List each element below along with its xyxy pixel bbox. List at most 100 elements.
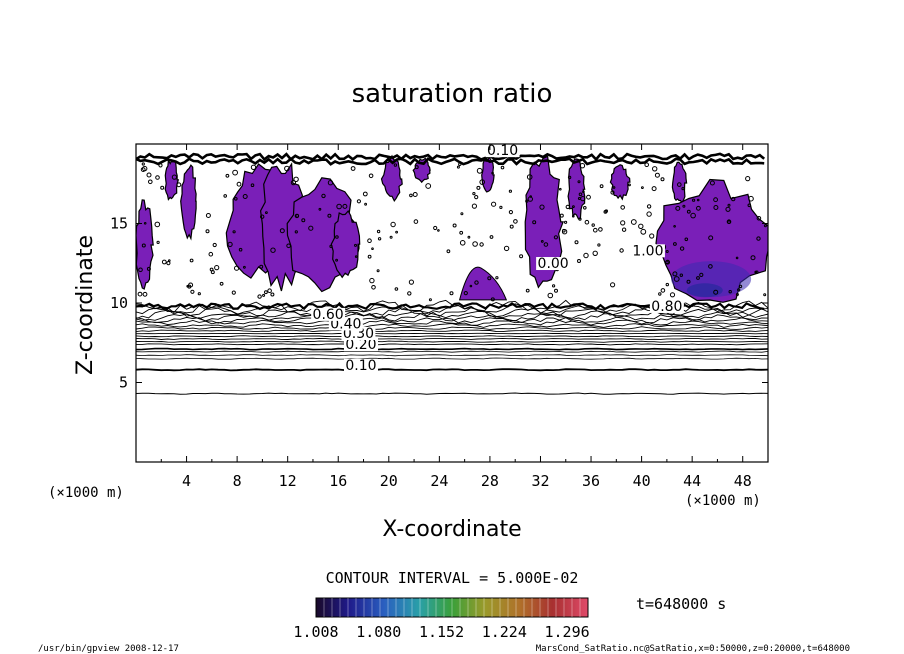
contour-speckle — [673, 242, 677, 246]
contour-speckle — [393, 163, 398, 167]
contour-speckle — [675, 205, 681, 211]
contour-speckle — [665, 282, 669, 287]
contour-speckle — [665, 259, 670, 265]
contour-speckle — [491, 171, 494, 175]
contour-speckle — [487, 276, 492, 281]
contour-speckle — [580, 196, 586, 202]
chart-title: saturation ratio — [352, 79, 553, 109]
contour-speckle — [584, 219, 590, 225]
contour-speckle — [335, 235, 339, 239]
contour-speckle — [713, 197, 718, 203]
contour-speckle — [574, 240, 579, 245]
contour-speckle — [476, 167, 483, 174]
contour-line — [136, 335, 768, 338]
cloud-region — [412, 157, 431, 184]
y-tick-label: 5 — [119, 374, 128, 392]
contour-speckle — [371, 285, 376, 290]
x-tick-label: 28 — [481, 472, 499, 490]
contour-speckle — [270, 292, 275, 297]
contour-speckle — [597, 243, 601, 247]
contour-speckle — [160, 185, 165, 190]
footer-right: MarsCond_SatRatio.nc@SatRatio,x=0:50000,… — [536, 644, 850, 654]
contour-speckle — [547, 292, 554, 299]
contour-speckle — [620, 205, 626, 210]
contour-speckle — [336, 203, 342, 210]
contour-speckle — [525, 288, 530, 293]
contour-speckle — [138, 267, 143, 273]
contour-speckle — [578, 192, 583, 197]
contour-speckle — [209, 267, 214, 272]
contour-speckle — [471, 203, 477, 209]
contour-speckle — [342, 203, 348, 209]
contour-speckle — [389, 235, 393, 239]
x-tick-label: 4 — [182, 472, 191, 490]
contour-speckle — [728, 290, 732, 294]
contour-speckle — [474, 280, 479, 285]
contour-speckle — [750, 255, 756, 261]
contour-speckle — [414, 165, 419, 170]
colorbar-tick-labels: 1.008 1.080 1.152 1.224 1.296 — [293, 623, 589, 641]
contour-speckle — [539, 204, 545, 210]
contour-speckle — [284, 165, 290, 172]
contour-speckle — [500, 165, 505, 170]
contour-speckle — [225, 173, 230, 178]
contour-band — [136, 152, 766, 162]
x-unit-label: (×1000 m) — [685, 493, 761, 509]
contour-label: 0.60 — [313, 307, 344, 323]
contour-speckle — [376, 269, 380, 273]
contour-speckle — [748, 195, 754, 202]
contour-speckle — [155, 175, 160, 180]
contour-speckle — [270, 247, 276, 253]
contour-speckle — [745, 176, 751, 182]
contour-speckle — [603, 210, 608, 214]
contour-speckle — [394, 287, 399, 291]
contour-label-bg — [485, 144, 520, 158]
contour-speckle — [294, 230, 298, 234]
contour-speckle — [731, 196, 736, 202]
contour-speckle — [669, 292, 676, 298]
colorbar-tick-label: 1.008 — [293, 623, 338, 641]
contour-speckle — [259, 264, 264, 269]
contour-speckle — [367, 238, 372, 243]
contour-speckle — [628, 183, 631, 187]
contour-speckle — [433, 225, 438, 231]
contour-line — [136, 350, 768, 353]
contour-speckle — [727, 203, 731, 207]
cloud-region — [330, 209, 361, 279]
plot-content: 0.100.200.300.400.600.101.000.000.80 — [136, 144, 768, 395]
contour-speckle — [408, 279, 414, 285]
contour-speckle — [232, 169, 239, 176]
contour-speckle — [583, 252, 589, 259]
contour-speckle — [231, 290, 236, 295]
contour-speckle — [593, 227, 598, 233]
contour-speckle — [286, 243, 291, 249]
contour-speckle — [446, 249, 451, 254]
contour-speckle — [327, 180, 334, 186]
contour-speckle — [599, 184, 604, 189]
cloud-region — [380, 154, 403, 203]
contour-speckle — [364, 202, 368, 206]
x-tick-label: 40 — [633, 472, 651, 490]
contour-speckle — [489, 235, 494, 239]
contour-speckle — [591, 223, 595, 227]
contour-speckle — [474, 195, 479, 200]
contour-speckle — [673, 276, 680, 282]
contour-speckle — [142, 291, 148, 297]
contour-speckle — [456, 165, 460, 169]
contour-speckle — [141, 243, 146, 248]
contour-speckle — [367, 254, 372, 259]
contour-label-bg — [536, 257, 571, 271]
x-tick-label: 16 — [329, 472, 347, 490]
contour-speckle — [452, 223, 457, 228]
contour-speckle — [738, 284, 743, 289]
contour-speckle — [646, 211, 652, 217]
contour-speckle — [327, 213, 332, 218]
contour-speckle — [660, 177, 665, 182]
x-tick-label: 24 — [430, 472, 448, 490]
contour-speckle — [660, 288, 666, 293]
contour-speckle — [621, 227, 627, 232]
contour-label: 0.10 — [345, 358, 376, 374]
contour-speckle — [552, 284, 556, 288]
contour-speckle — [610, 282, 616, 288]
contour-speckle — [572, 205, 575, 209]
